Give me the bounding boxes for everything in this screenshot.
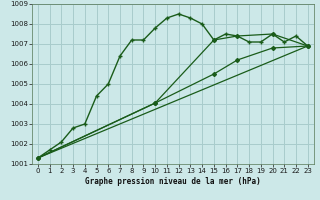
X-axis label: Graphe pression niveau de la mer (hPa): Graphe pression niveau de la mer (hPa) bbox=[85, 177, 261, 186]
